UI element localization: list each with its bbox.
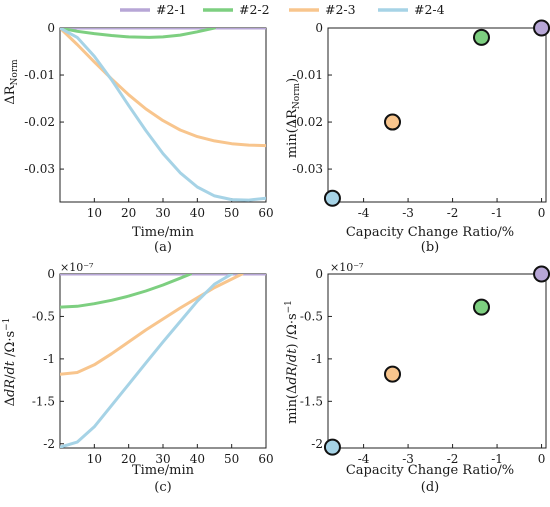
panel-d-ytick-label: -1.5 [300, 394, 323, 408]
panel-c-xtick-label: 40 [190, 452, 205, 466]
panel-d-point-2-3 [384, 365, 402, 383]
panel-c: 10 20 30 40 50 60 0 -0.5 -1 -1.5 -2 ×10⁻⁷ Time/min… [2, 261, 274, 495]
panel-a-ylabel: ΔRNorm [3, 59, 20, 105]
panel-b: -4 -3 -2 -1 0 0 -0.01 -0.02 -0.03 Capacity Chang… [285, 19, 550, 255]
panel-c-xtick-label: 60 [258, 452, 273, 466]
panel-b-xlabel: Capacity Change Ratio/% [346, 225, 514, 240]
panel-d-point-2-4 [323, 438, 341, 456]
panel-a-xtick-label: 60 [258, 206, 273, 220]
panel-b-frame [327, 27, 547, 203]
panel-d: -4 -3 -2 -1 0 0 -0.5 -1 -1.5 -2 ×10⁻⁷ Capacity Ch… [284, 261, 550, 495]
panel-d-ytick-label: 0 [315, 267, 323, 281]
panel-d-point-2-1 [533, 265, 550, 283]
panel-b-ytick-label: -0.02 [292, 115, 323, 129]
panel-c-xtick-label: 30 [155, 452, 170, 466]
panel-d-point-2-2 [472, 298, 490, 316]
panel-b-ytick-label: 0 [315, 21, 323, 35]
panel-a-series-2-3 [60, 28, 266, 148]
panel-c-series-2-3 [60, 274, 244, 376]
panel-d-xtick-label: -4 [358, 452, 370, 466]
panel-b-xtick-label: -1 [491, 206, 503, 220]
panel-a-xlabel: Time/min [132, 225, 195, 240]
panel-c-ytick-label: 0 [47, 267, 55, 281]
panel-b-ytick-label: -0.01 [292, 68, 323, 82]
panel-c-exponent: ×10⁻⁷ [60, 261, 94, 274]
panel-d-xtick-label: 0 [538, 452, 546, 466]
legend-label-2-4: #2-4 [414, 2, 445, 17]
legend: #2-1 #2-2 #2-3 #2-4 [120, 2, 445, 17]
panel-b-point-2-1 [533, 19, 550, 37]
panel-d-xtick-label: -2 [447, 452, 459, 466]
legend-label-2-1: #2-1 [156, 2, 187, 17]
panel-a-xtick-label: 20 [121, 206, 136, 220]
panel-c-frame [59, 273, 267, 449]
panel-c-xtick-label: 10 [87, 452, 102, 466]
legend-label-2-3: #2-3 [325, 2, 356, 17]
panel-a: 10 20 30 40 50 60 0 -0.01 -0.02 -0.03 Time/min (a… [3, 21, 274, 255]
panel-d-ytick-label: -2 [311, 437, 323, 451]
panel-a-ytick-label: 0 [47, 21, 55, 35]
panel-b-point-2-4 [323, 189, 341, 207]
panel-c-xtick-label: 20 [121, 452, 136, 466]
panel-a-ytick-label: -0.02 [24, 115, 55, 129]
panel-c-caption: (c) [154, 480, 171, 495]
panel-c-ytick-label: -1.5 [32, 394, 55, 408]
panel-a-series-2-2 [60, 28, 216, 39]
panel-a-xtick-label: 40 [190, 206, 205, 220]
panel-d-ylabel: min(ΔdR/dt) /Ω·s−1 [284, 300, 300, 424]
panel-c-ylabel: ΔdR/dt /Ω·s−1 [2, 318, 18, 407]
panel-c-ytick-label: -2 [43, 437, 55, 451]
panel-c-series-2-4 [60, 274, 234, 448]
panel-a-xtick-label: 10 [87, 206, 102, 220]
panel-c-ytick-label: -0.5 [32, 309, 55, 323]
panel-d-xtick-label: -1 [491, 452, 503, 466]
panel-b-point-2-2 [472, 28, 490, 46]
panel-b-xtick-label: 0 [538, 206, 546, 220]
panel-a-ytick-label: -0.01 [24, 68, 55, 82]
panel-a-caption: (a) [154, 240, 172, 255]
panel-d-xlabel: Capacity Change Ratio/% [346, 463, 514, 478]
panel-a-xtick-label: 30 [155, 206, 170, 220]
panel-d-xtick-label: -3 [402, 452, 414, 466]
panel-a-series-2-4 [60, 28, 266, 202]
panel-d-exponent: ×10⁻⁷ [330, 261, 364, 274]
panel-a-ytick-label: -0.03 [24, 162, 55, 176]
panel-b-ylabel: min(ΔRNorm) [285, 78, 302, 158]
panel-c-series-2-2 [60, 274, 192, 309]
panel-c-xtick-label: 50 [224, 452, 239, 466]
panel-b-caption: (b) [421, 240, 439, 255]
panel-d-caption: (d) [421, 480, 439, 495]
panel-b-xtick-label: -2 [447, 206, 459, 220]
legend-label-2-2: #2-2 [239, 2, 270, 17]
panel-c-xlabel: Time/min [132, 463, 195, 478]
panel-b-xtick-label: -4 [358, 206, 370, 220]
panel-d-ytick-label: -1 [311, 352, 323, 366]
panel-b-point-2-3 [384, 113, 402, 131]
panel-a-xtick-label: 50 [224, 206, 239, 220]
panel-d-ytick-label: -0.5 [300, 309, 323, 323]
panel-d-frame [327, 273, 547, 449]
panel-c-ytick-label: -1 [43, 352, 55, 366]
panel-b-xtick-label: -3 [402, 206, 414, 220]
panel-b-ytick-label: -0.03 [292, 162, 323, 176]
